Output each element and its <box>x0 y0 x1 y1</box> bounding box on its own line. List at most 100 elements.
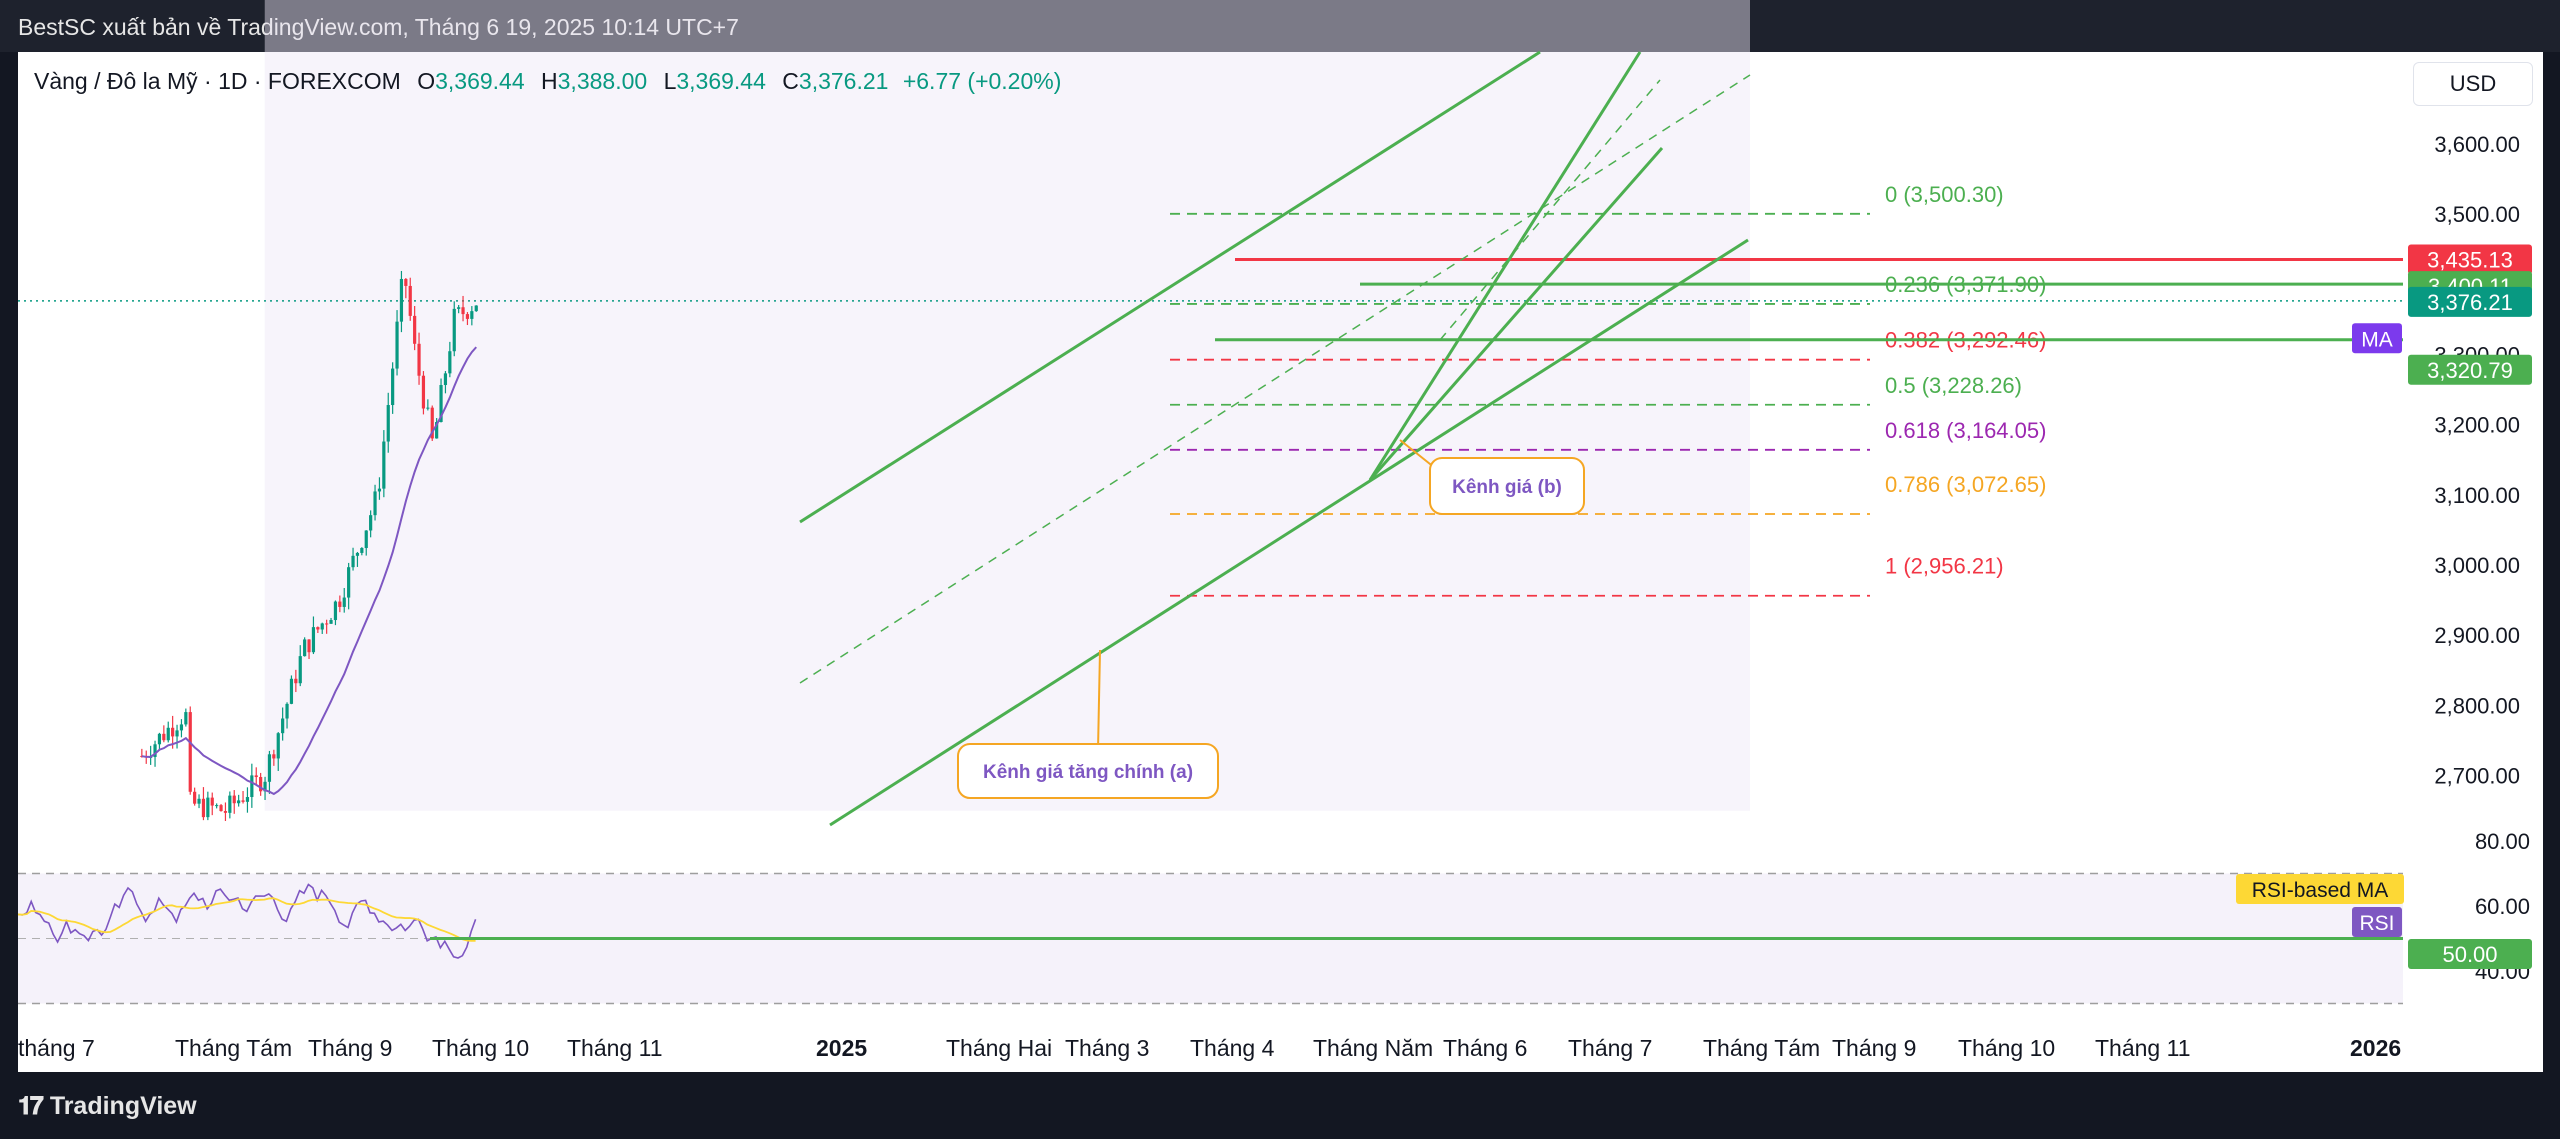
candle-body <box>162 733 166 741</box>
time-axis-tick: tháng 7 <box>18 1035 95 1061</box>
candle-body <box>465 314 470 319</box>
annotation-a-text: Kênh giá tăng chính (a) <box>983 762 1193 783</box>
candle-body <box>329 620 333 624</box>
time-axis-tick: Tháng Hai <box>946 1035 1052 1061</box>
candle-body <box>188 712 192 792</box>
time-axis-tick: Tháng Năm <box>1313 1035 1433 1061</box>
rsi-ma-label-box <box>2236 874 2404 904</box>
candle-body <box>377 488 382 492</box>
candle-body <box>439 385 443 423</box>
candle-body <box>351 555 355 568</box>
channel-a-lower <box>829 238 1749 827</box>
candle-body <box>413 315 417 344</box>
candle-body <box>250 775 254 798</box>
annotation-b-pointer <box>1399 439 1436 469</box>
low-value: 3,369.44 <box>676 68 766 94</box>
rsi-50-label-text: 50.00 <box>2442 942 2497 967</box>
candle-body <box>184 712 188 725</box>
open-label: O <box>417 68 436 94</box>
price-axis-tick: 2,800.00 <box>2434 693 2520 718</box>
rsi-line <box>17 883 477 959</box>
fib-level-label: 0.618 (3,164.05) <box>1885 418 2046 443</box>
candle-body <box>223 811 228 813</box>
time-axis-tick: Tháng 10 <box>1958 1035 2055 1061</box>
rsi-axis-tick: 60.00 <box>2475 894 2530 919</box>
candle-body <box>325 623 329 625</box>
candle-body <box>461 307 465 315</box>
rsi-50-label-box <box>2408 939 2532 969</box>
fib-level-label: 0.5 (3,228.26) <box>1885 373 2022 398</box>
time-axis-tick: Tháng 11 <box>2095 1035 2190 1061</box>
rsi-ma-label-text: RSI-based MA <box>2252 879 2389 902</box>
price-axis-tick: 3,600.00 <box>2434 132 2520 157</box>
moving-average-line <box>141 346 477 796</box>
price-axis-tick: 3,500.00 <box>2434 202 2520 227</box>
time-axis-tick: Tháng 7 <box>1568 1035 1652 1061</box>
currency-button[interactable]: USD <box>2413 62 2533 106</box>
channel-a-upper <box>799 50 1541 524</box>
candle-body <box>215 805 219 807</box>
candle-body <box>228 795 232 813</box>
candle-body <box>408 285 412 316</box>
candle-body <box>276 733 280 759</box>
price-label-box <box>2408 354 2532 385</box>
tradingview-logo[interactable]: 𝟏𝟕 TradingView <box>18 1092 197 1121</box>
candle-body <box>175 730 179 737</box>
candle-body <box>241 800 245 802</box>
candle-body <box>263 781 267 792</box>
annotation-a-pointer <box>1097 649 1101 751</box>
candle-body <box>254 775 258 778</box>
publisher-bar: BestSC xuất bản về TradingView.com, Thán… <box>0 0 2560 52</box>
candle-body <box>197 798 201 804</box>
candle-body <box>179 724 184 731</box>
fib-level-label: 0.786 (3,072.65) <box>1885 472 2046 497</box>
time-axis-tick: Tháng 9 <box>308 1035 392 1061</box>
candle-body <box>347 567 351 598</box>
candle-body <box>245 797 250 802</box>
candle-body <box>470 311 474 319</box>
change-value: +6.77 (+0.20%) <box>902 68 1062 94</box>
price-label-text: 3,435.13 <box>2427 248 2513 273</box>
time-axis-tick: Tháng Tám <box>175 1035 292 1061</box>
candle-body <box>206 797 210 818</box>
time-axis-tick: Tháng Tám <box>1703 1035 1820 1061</box>
candle-body <box>157 733 162 745</box>
price-label-box <box>2408 244 2532 275</box>
candle-body <box>193 791 197 804</box>
candles <box>140 270 478 822</box>
price-axis-tick: 3,100.00 <box>2434 483 2520 508</box>
candle-body <box>457 307 461 309</box>
candle-body <box>311 627 316 653</box>
open-value: 3,369.44 <box>435 68 525 94</box>
candle-body <box>210 797 214 806</box>
candle-body <box>307 639 311 653</box>
channel-a-mid <box>799 74 1751 684</box>
candle-body <box>382 441 386 489</box>
channel-b-lower <box>1368 147 1664 481</box>
ma-label-text: MA <box>2361 328 2393 351</box>
low-label: L <box>663 68 677 94</box>
price-axis-tick: 3,000.00 <box>2434 553 2520 578</box>
ma-label-box <box>2352 323 2402 354</box>
price-label-text: 3,376.21 <box>2427 290 2513 315</box>
candle-body <box>443 373 448 386</box>
rsi-label-text: RSI <box>2359 912 2394 935</box>
price-label-text: 3,320.79 <box>2427 358 2513 383</box>
time-axis-tick: 2026 <box>2350 1035 2401 1061</box>
candle-body <box>316 627 320 630</box>
channel-b-mid <box>1439 79 1661 341</box>
candle-body <box>338 601 342 607</box>
channel-b-upper <box>1368 51 1642 481</box>
price-label-box <box>2408 286 2532 317</box>
candle-body <box>426 407 430 409</box>
high-value: 3,388.00 <box>557 68 648 94</box>
chart-panel[interactable] <box>18 52 2543 1072</box>
candle-body <box>395 321 399 369</box>
tradingview-logo-icon: 𝟏𝟕 <box>18 1092 44 1120</box>
candle-body <box>342 597 346 607</box>
candle-body <box>303 639 307 657</box>
candle-body <box>237 800 241 804</box>
candle-body <box>171 727 175 737</box>
candle-body <box>364 530 368 549</box>
